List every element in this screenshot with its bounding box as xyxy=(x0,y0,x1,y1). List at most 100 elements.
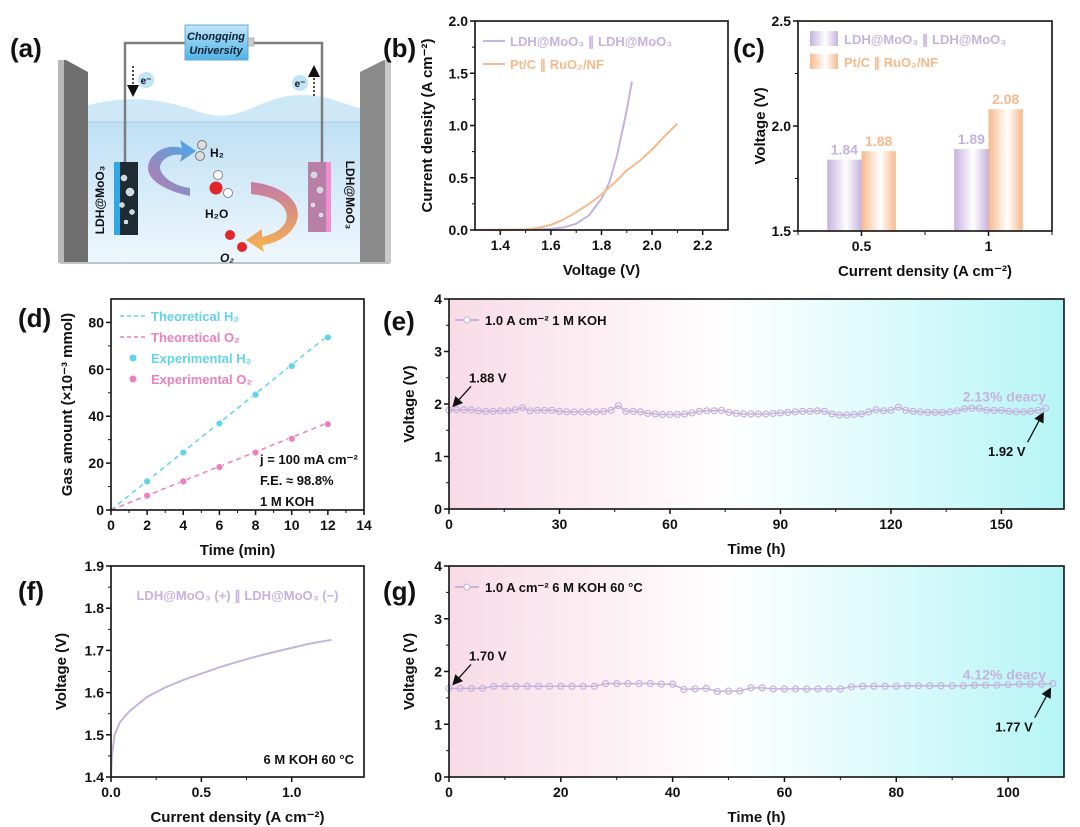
data-point xyxy=(143,491,152,500)
o2-molecule-atom xyxy=(225,230,235,240)
x-tick-label: 2 xyxy=(143,517,151,533)
data-point xyxy=(843,411,851,419)
x-axis-label: Time (h) xyxy=(727,809,785,826)
legend-label: Theoretical O₂ xyxy=(151,330,240,345)
bar-value-label: 1.89 xyxy=(958,131,985,147)
x-tick-label: 60 xyxy=(777,784,793,800)
h2o-molecule-hydrogen xyxy=(213,170,223,180)
data-point xyxy=(780,685,789,693)
electron-label-right: e⁻ xyxy=(295,79,306,90)
tank-left-edge xyxy=(58,60,64,263)
annotation-text: 1 M KOH xyxy=(260,494,314,509)
x-tick-label: 100 xyxy=(996,784,1020,800)
bar xyxy=(827,159,862,231)
data-point xyxy=(968,404,976,412)
data-point xyxy=(504,407,512,415)
x-category-label: 0.5 xyxy=(852,238,872,254)
x-tick-label: 10 xyxy=(284,517,300,533)
data-point xyxy=(850,410,858,419)
data-point xyxy=(813,407,821,415)
o2-label: O₂ xyxy=(220,251,234,265)
data-point xyxy=(635,680,643,688)
bar-value-label: 1.84 xyxy=(831,142,858,158)
y-tick-label: 20 xyxy=(88,455,104,471)
data-point xyxy=(1004,681,1012,689)
legend-label: LDH@MoO₃ (+) ∥ LDH@MoO₃ (−) xyxy=(136,588,338,604)
start-arrow-icon xyxy=(452,385,472,408)
data-point xyxy=(769,409,777,418)
data-point xyxy=(1015,680,1023,688)
y-tick-label: 0.0 xyxy=(449,222,469,238)
data-point xyxy=(791,408,799,416)
x-tick-label: 80 xyxy=(888,784,904,800)
decay-label: 4.12% deacy xyxy=(963,666,1046,682)
data-point xyxy=(857,410,866,418)
x-tick-label: 150 xyxy=(990,516,1014,532)
data-point xyxy=(784,408,792,416)
plot-frame xyxy=(110,298,365,511)
data-point xyxy=(806,407,814,415)
bubbles-icon xyxy=(119,171,324,225)
data-point xyxy=(1041,404,1050,412)
data-point xyxy=(669,680,677,688)
y-tick-label: 0 xyxy=(434,501,442,517)
y-tick-label: 2.0 xyxy=(772,118,792,134)
x-tick-label: 2.0 xyxy=(642,237,662,253)
data-point xyxy=(644,409,652,418)
chart-c: 0.5 1 1.5 2.0 2.5 Current density (A cm⁻²) Vol… xyxy=(752,13,1053,280)
anode-label: LDH@MoO₃ xyxy=(343,161,357,230)
legend-label: 1.0 A cm⁻² 1 M KOH xyxy=(485,313,606,328)
x-tick-label: 0 xyxy=(445,784,453,800)
data-point xyxy=(546,682,554,690)
data-point xyxy=(903,682,912,690)
x-category-label: 1 xyxy=(985,238,993,254)
y-axis-label: Current density (A cm⁻²) xyxy=(419,38,436,212)
data-point xyxy=(997,406,1005,414)
legend-marker xyxy=(463,583,471,591)
data-point xyxy=(323,333,332,342)
end-voltage-label: 1.92 V xyxy=(988,444,1026,459)
end-voltage-label: 1.77 V xyxy=(995,720,1033,735)
data-point xyxy=(666,410,674,419)
o2-molecule-atom xyxy=(237,242,247,252)
data-point xyxy=(769,685,777,693)
y-tick-label: 1.5 xyxy=(85,727,105,743)
data-point xyxy=(847,683,856,691)
bar-value-label: 1.88 xyxy=(865,133,892,149)
x-tick-label: 14 xyxy=(356,517,372,533)
data-point xyxy=(323,420,332,429)
data-point xyxy=(915,682,923,690)
data-point xyxy=(657,680,666,688)
data-point xyxy=(600,407,608,415)
data-point xyxy=(836,685,844,693)
data-point xyxy=(673,410,681,419)
data-point xyxy=(1026,680,1035,688)
annotation-text: F.E. ≈ 98.8% xyxy=(260,473,334,488)
y-tick-label: 0 xyxy=(96,502,104,518)
y-tick-label: 3 xyxy=(434,611,442,627)
hydrogen-arrow-icon xyxy=(148,140,196,196)
h2-label: H₂ xyxy=(210,146,224,160)
x-tick-label: 0 xyxy=(445,516,453,532)
data-point xyxy=(577,408,586,416)
data-point xyxy=(179,448,188,457)
data-point xyxy=(814,685,822,693)
y-tick-label: 1 xyxy=(434,716,442,732)
power-terminal xyxy=(247,37,255,47)
bar xyxy=(861,151,896,231)
chart-g: 0 20 40 60 80 100 0 1 2 3 4 Time (h) Voltage (V) 1.0 … xyxy=(401,558,1065,826)
anode-electrode xyxy=(308,162,330,232)
panel-label-d: (d) xyxy=(18,303,51,333)
x-tick-label: 1.6 xyxy=(541,237,561,253)
electron-icon-right xyxy=(292,75,308,91)
x-tick-label: 90 xyxy=(773,516,789,532)
data-point xyxy=(953,407,961,415)
legend-swatch xyxy=(810,54,838,69)
data-point xyxy=(607,406,615,414)
data-point xyxy=(937,682,945,690)
data-point xyxy=(835,411,843,419)
data-point xyxy=(680,685,688,694)
y-tick-label: 60 xyxy=(88,361,104,377)
cathode-label: LDH@MoO₃ xyxy=(93,166,107,235)
